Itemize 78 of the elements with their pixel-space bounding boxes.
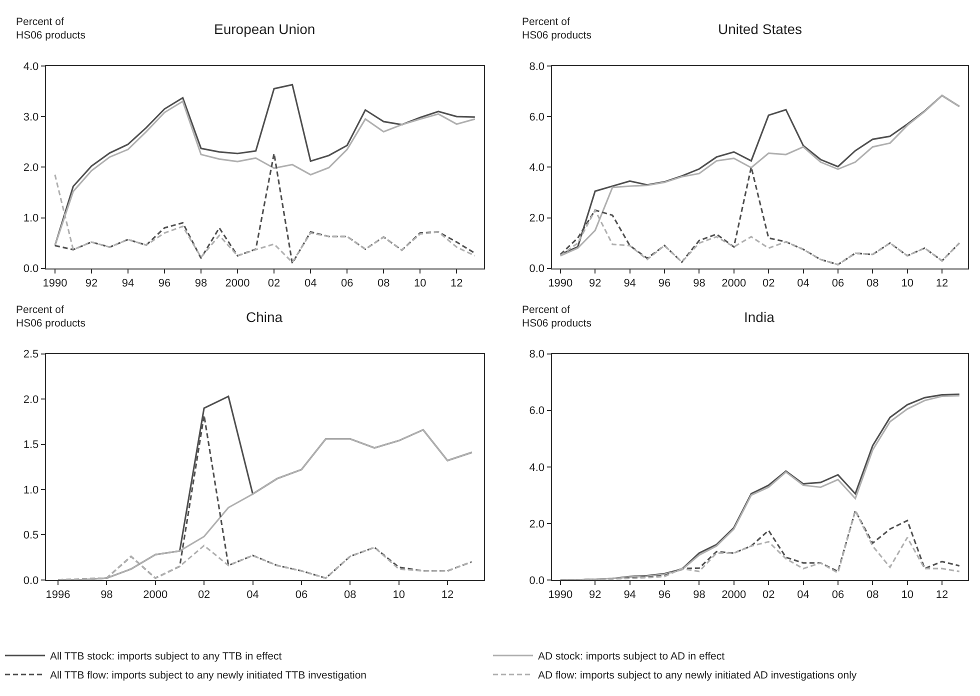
- x-tick-label: 94: [624, 278, 636, 290]
- y-tick-label: 1.0: [23, 484, 39, 496]
- y-tick-label: 0.0: [529, 263, 545, 276]
- y-tick-label: 0.0: [23, 574, 39, 587]
- x-tick-label: 92: [588, 278, 602, 290]
- legend-label: AD stock: imports subject to AD in effect: [538, 650, 725, 663]
- x-tick-label: 1990: [548, 589, 573, 602]
- x-tick-label: 04: [304, 278, 317, 290]
- y-tick-label: 4.0: [529, 462, 545, 474]
- y-tick-label: 2.0: [23, 162, 39, 174]
- x-tick-label: 06: [832, 278, 844, 290]
- legend-label: All TTB flow: imports subject to any newly initiated TTB investigation: [50, 670, 367, 682]
- x-tick-label: 12: [450, 278, 463, 290]
- x-tick-label: 96: [658, 589, 671, 602]
- y-tick-label: 2.5: [23, 348, 39, 361]
- x-tick-label: 06: [340, 278, 354, 290]
- x-tick-label: 98: [693, 589, 706, 602]
- x-tick-label: 12: [936, 278, 948, 290]
- x-tick-label: 94: [624, 589, 636, 602]
- y-tick-label: 2.0: [529, 212, 545, 225]
- y-tick-label: 2.0: [23, 394, 39, 406]
- x-tick-label: 96: [658, 278, 671, 290]
- x-tick-label: 10: [901, 589, 914, 602]
- chart-title: United States: [718, 21, 802, 37]
- y-tick-label: 4.0: [23, 60, 39, 73]
- x-tick-label: 1996: [46, 589, 70, 602]
- x-tick-label: 1990: [42, 278, 68, 290]
- chart-title: China: [246, 309, 283, 325]
- x-tick-label: 2000: [225, 278, 250, 290]
- x-tick-label: 06: [295, 589, 308, 602]
- x-tick-label: 92: [588, 589, 602, 602]
- y-tick-label: 1.5: [23, 439, 39, 452]
- y-tick-label: 8.0: [529, 348, 545, 361]
- x-tick-label: 08: [866, 278, 879, 290]
- y-tick-label: 6.0: [529, 111, 545, 124]
- x-tick-label: 04: [797, 589, 810, 602]
- y-tick-label: 0.5: [23, 530, 39, 542]
- x-tick-label: 12: [936, 589, 948, 602]
- x-tick-label: 92: [85, 278, 98, 290]
- x-tick-label: 04: [246, 589, 259, 602]
- y-tick-label: 1.0: [23, 212, 39, 225]
- x-tick-label: 08: [377, 278, 390, 290]
- x-tick-label: 98: [100, 589, 113, 602]
- chart-title: India: [744, 309, 775, 325]
- x-tick-label: 04: [797, 278, 810, 290]
- x-tick-label: 02: [762, 589, 775, 602]
- x-tick-label: 08: [866, 589, 879, 602]
- y-axis-title: Percent of HS06 products: [522, 16, 592, 42]
- y-tick-label: 6.0: [529, 405, 545, 418]
- y-axis-title: Percent of HS06 products: [16, 304, 86, 330]
- x-tick-label: 08: [344, 589, 356, 602]
- x-tick-label: 06: [832, 589, 844, 602]
- y-tick-label: 8.0: [529, 60, 545, 73]
- legend-label: AD flow: imports subject to any newly initiated AD investigations only: [538, 670, 858, 682]
- x-tick-label: 10: [392, 589, 405, 602]
- x-tick-label: 98: [194, 278, 208, 290]
- y-tick-label: 3.0: [23, 111, 39, 124]
- y-axis-title: Percent of HS06 products: [16, 16, 86, 42]
- x-tick-label: 10: [901, 278, 914, 290]
- x-tick-label: 02: [268, 278, 280, 290]
- y-axis-title: Percent of HS06 products: [522, 304, 592, 330]
- x-tick-label: 02: [762, 278, 775, 290]
- y-tick-label: 2.0: [529, 518, 545, 530]
- x-tick-label: 10: [414, 278, 426, 290]
- x-tick-label: 2000: [143, 589, 168, 602]
- x-tick-label: 1990: [548, 278, 573, 290]
- y-tick-label: 0.0: [23, 263, 39, 276]
- x-tick-label: 2000: [722, 589, 746, 602]
- y-tick-label: 0.0: [529, 574, 545, 587]
- legend-label: All TTB stock: imports subject to any TTB in effect: [50, 650, 282, 663]
- x-tick-label: 02: [198, 589, 210, 602]
- x-tick-label: 94: [122, 278, 134, 290]
- x-tick-label: 96: [158, 278, 171, 290]
- x-tick-label: 2000: [722, 278, 746, 290]
- x-tick-label: 98: [693, 278, 706, 290]
- y-tick-label: 4.0: [529, 162, 545, 174]
- x-tick-label: 12: [441, 589, 454, 602]
- chart-title: European Union: [214, 21, 316, 37]
